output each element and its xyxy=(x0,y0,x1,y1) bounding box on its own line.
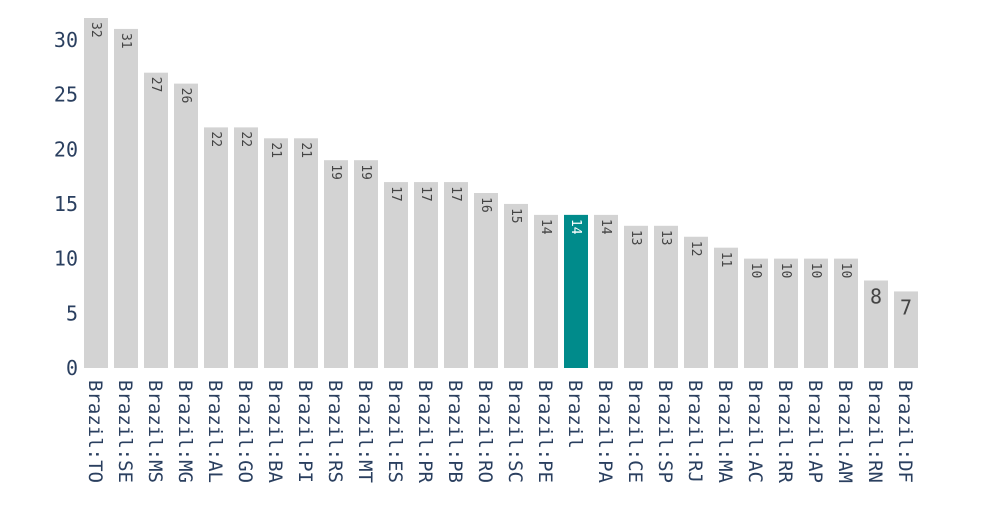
bar-data-label: 15 xyxy=(508,208,523,224)
x-tick-label: Brazil:MT xyxy=(354,380,376,483)
x-tick-label: Brazil:AM xyxy=(834,380,856,483)
bar-data-label: 10 xyxy=(838,263,853,279)
bar-data-label: 7 xyxy=(900,295,912,319)
y-tick-label: 0 xyxy=(66,356,78,380)
y-tick-label: 25 xyxy=(54,83,78,107)
bar xyxy=(774,258,798,368)
x-tick-label: Brazil:AC xyxy=(744,380,766,483)
bar-data-label: 17 xyxy=(388,186,403,202)
bar xyxy=(744,258,768,368)
bar-data-label: 10 xyxy=(808,263,823,279)
x-tick-label: Brazil:DF xyxy=(894,380,916,483)
x-tick-label: Brazil:RR xyxy=(774,380,796,484)
x-tick-label: Brazil:RO xyxy=(474,380,496,483)
x-tick-label: Brazil:PA xyxy=(594,380,616,484)
bar xyxy=(474,193,498,368)
bar-data-label: 31 xyxy=(118,33,133,49)
bar-data-label: 19 xyxy=(358,164,373,180)
bar xyxy=(384,182,408,368)
y-tick-label: 30 xyxy=(54,28,78,52)
bar-data-label: 14 xyxy=(568,219,583,235)
bar-data-label: 21 xyxy=(298,142,313,158)
data-labels: 32 31 27 26 22 22 21 21 19 19 17 17 17 16 15 14 14 14 13 13… xyxy=(88,22,912,319)
x-tick-label: Brazil:ES xyxy=(384,380,406,483)
bar xyxy=(324,160,348,368)
bar-data-label: 21 xyxy=(268,142,283,158)
bar-data-label: 13 xyxy=(658,230,673,246)
x-tick-label: Brazil:RS xyxy=(324,380,346,483)
bar xyxy=(204,127,228,368)
x-tick-label: Brazil:MG xyxy=(174,380,196,483)
bar-data-label: 19 xyxy=(328,164,343,180)
bar-data-label: 17 xyxy=(418,186,433,202)
bar xyxy=(654,225,678,368)
y-axis: 0 5 10 15 20 25 30 xyxy=(54,28,78,380)
y-tick-label: 15 xyxy=(54,192,78,216)
bar xyxy=(264,138,288,368)
bar-data-label: 32 xyxy=(88,22,103,38)
x-tick-label: Brazil:GO xyxy=(234,380,256,483)
bar xyxy=(504,203,528,368)
x-tick-label: Brazil:BA xyxy=(264,380,286,484)
x-tick-label: Brazil:PB xyxy=(444,380,466,483)
bar xyxy=(894,291,918,368)
x-tick-label: Brazil:CE xyxy=(624,380,646,483)
bar xyxy=(714,247,738,368)
bar xyxy=(174,83,198,368)
x-tick-label: Brazil:AP xyxy=(804,380,826,483)
x-tick-label: Brazil:PI xyxy=(294,380,316,483)
bar xyxy=(354,160,378,368)
bar-data-label: 26 xyxy=(178,88,193,104)
bar-data-label: 17 xyxy=(448,186,463,202)
bar xyxy=(684,236,708,368)
bar xyxy=(234,127,258,368)
bar xyxy=(294,138,318,368)
bar xyxy=(444,182,468,368)
bar-data-label: 14 xyxy=(598,219,613,235)
x-tick-label: Brazil:PR xyxy=(414,380,436,484)
bar xyxy=(594,214,618,368)
bar-data-label: 13 xyxy=(628,230,643,246)
bar-data-label: 22 xyxy=(238,131,253,147)
bar-data-label: 11 xyxy=(718,252,733,268)
x-tick-label: Brazil xyxy=(564,380,586,449)
y-tick-label: 20 xyxy=(54,137,78,161)
bar-data-label: 27 xyxy=(148,77,163,93)
bar xyxy=(624,225,648,368)
bar xyxy=(804,258,828,368)
bar xyxy=(564,214,588,368)
y-tick-label: 10 xyxy=(54,247,78,271)
bar-data-label: 8 xyxy=(870,285,882,309)
x-tick-label: Brazil:SE xyxy=(114,380,136,483)
x-tick-label: Brazil:RN xyxy=(864,380,886,483)
bar xyxy=(864,280,888,368)
bar-data-label: 10 xyxy=(748,263,763,279)
bars xyxy=(84,18,918,368)
x-tick-label: Brazil:AL xyxy=(204,380,226,483)
bar-data-label: 16 xyxy=(478,197,493,213)
y-tick-label: 5 xyxy=(66,301,78,325)
bar xyxy=(114,28,138,368)
bar xyxy=(534,214,558,368)
x-axis: Brazil:TO Brazil:SE Brazil:MS Brazil:MG Braz… xyxy=(84,380,916,484)
x-tick-label: Brazil:TO xyxy=(84,380,106,483)
x-tick-label: Brazil:MA xyxy=(714,380,736,484)
x-tick-label: Brazil:SC xyxy=(504,380,526,483)
x-tick-label: Brazil:RJ xyxy=(684,380,706,483)
bar xyxy=(834,258,858,368)
bar-data-label: 10 xyxy=(778,263,793,279)
x-tick-label: Brazil:MS xyxy=(144,380,166,483)
bar-data-label: 14 xyxy=(538,219,553,235)
bar xyxy=(414,182,438,368)
bar xyxy=(84,18,108,368)
bar-data-label: 22 xyxy=(208,131,223,147)
x-tick-label: Brazil:PE xyxy=(534,380,556,483)
bar-data-label: 12 xyxy=(688,241,703,257)
bar xyxy=(144,72,168,368)
x-tick-label: Brazil:SP xyxy=(654,380,676,483)
